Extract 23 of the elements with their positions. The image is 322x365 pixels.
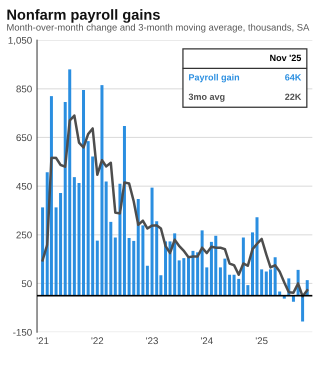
x-tick-label: '21 bbox=[36, 337, 48, 344]
line-series bbox=[41, 114, 308, 298]
annotation: 64K bbox=[285, 74, 302, 81]
y-tick-label: 650 bbox=[16, 134, 32, 142]
y-tick-label: 50 bbox=[22, 280, 32, 288]
y-tick-label: 850 bbox=[16, 86, 32, 92]
bar bbox=[301, 296, 304, 322]
y-tick-label: 1,050 bbox=[8, 36, 32, 45]
text: Payroll gain bbox=[189, 74, 240, 82]
y-tick-label: 250 bbox=[16, 232, 32, 238]
annotation: Nov '25 bbox=[270, 54, 302, 62]
chart-subtitle: Month-over-month change and 3-month moving average, thousands, SA bbox=[7, 24, 310, 33]
chart-title: Nonfarm payroll gains bbox=[7, 9, 160, 23]
bar bbox=[264, 272, 268, 296]
text: 3mo avg bbox=[188, 94, 224, 102]
x-tick-label: '23 bbox=[146, 337, 158, 344]
annotation: 22K bbox=[285, 94, 302, 100]
bar bbox=[100, 85, 104, 296]
x-tick-label: '24 bbox=[200, 337, 213, 344]
y-tick-label: 450 bbox=[16, 182, 32, 190]
y-tick-label: -150 bbox=[13, 328, 32, 336]
x-tick-label: '25 bbox=[256, 337, 268, 344]
x-tick-label: '22 bbox=[91, 337, 104, 344]
